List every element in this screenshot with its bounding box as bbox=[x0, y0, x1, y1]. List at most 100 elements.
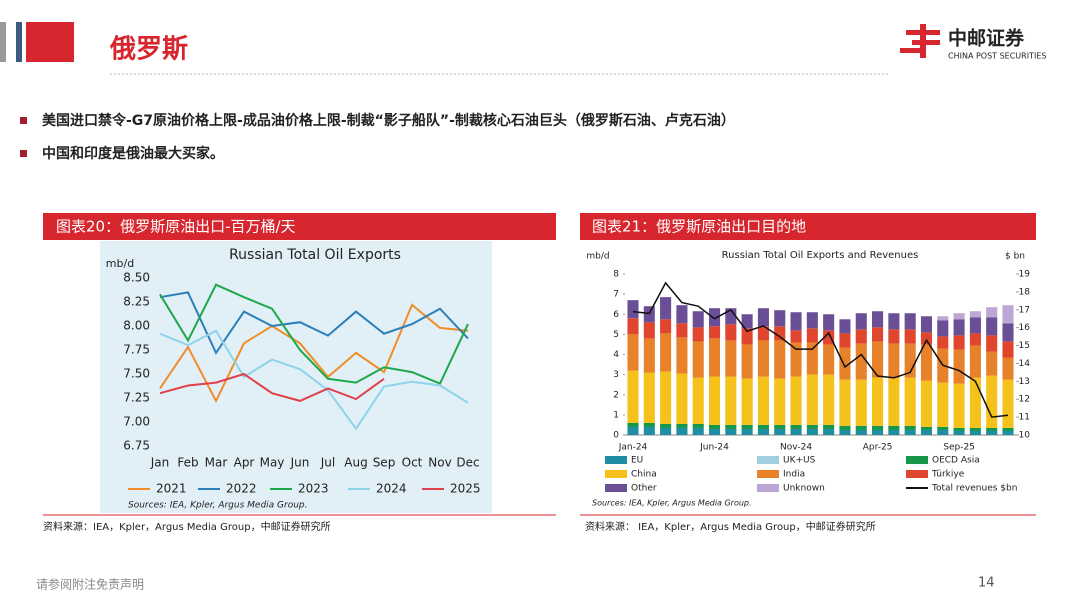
bar-segment bbox=[953, 319, 965, 336]
bar-segment bbox=[708, 338, 721, 377]
x-tick-label: May bbox=[260, 456, 285, 470]
bar-segment bbox=[757, 376, 769, 425]
bar-segment bbox=[969, 345, 981, 378]
bar-segment bbox=[872, 341, 884, 378]
bar-segment bbox=[855, 379, 867, 426]
bar-segment bbox=[855, 429, 867, 435]
logo-icon bbox=[900, 24, 940, 58]
bar-segment bbox=[904, 425, 916, 430]
header-accent bbox=[0, 22, 6, 62]
bar-segment bbox=[708, 326, 721, 339]
bar-segment bbox=[969, 317, 981, 334]
y-tick-label: 8.25 bbox=[123, 295, 150, 309]
x-tick-label: Jul bbox=[320, 456, 335, 470]
legend-label: Unknown bbox=[783, 484, 825, 494]
bar-segment bbox=[806, 374, 818, 425]
bar-segment bbox=[839, 333, 851, 348]
bar-segment bbox=[757, 424, 769, 429]
bar-segment bbox=[708, 308, 721, 327]
caption-bar bbox=[580, 213, 1036, 240]
data-line bbox=[159, 329, 469, 431]
bar-segment bbox=[660, 423, 672, 428]
bar-segment bbox=[839, 347, 851, 380]
bar-segment bbox=[643, 422, 655, 427]
y2-tick-label: 19 bbox=[1019, 270, 1031, 280]
bar-segment bbox=[1002, 305, 1014, 324]
y-tick-label: 8 bbox=[613, 270, 619, 280]
bar-segment bbox=[986, 317, 998, 336]
bullet-marker bbox=[20, 150, 27, 157]
x-tick-label: Jan-24 bbox=[618, 443, 648, 453]
data-line bbox=[159, 303, 469, 404]
y-tick-label: 6 bbox=[613, 310, 619, 320]
bar-segment bbox=[643, 426, 655, 435]
x-tick-label: Oct bbox=[402, 456, 423, 470]
legend-swatch bbox=[605, 470, 627, 478]
bar-segment bbox=[1002, 427, 1014, 431]
bar-segment bbox=[643, 306, 655, 323]
legend-label: China bbox=[631, 470, 657, 480]
bar-segment bbox=[904, 313, 916, 330]
y2-tick-label: 13 bbox=[1019, 377, 1030, 387]
bar-segment bbox=[953, 335, 965, 350]
logo-subtitle: CHINA POST SECURITIES bbox=[948, 52, 1046, 61]
bar-segment bbox=[888, 313, 900, 330]
bar-segment bbox=[660, 427, 672, 435]
x-tick-label: Dec bbox=[456, 456, 479, 470]
bar-segment bbox=[872, 429, 884, 435]
bar-segment bbox=[953, 313, 965, 320]
y-axis-label: mb/d bbox=[106, 257, 134, 270]
bar-segment bbox=[643, 372, 655, 423]
bar-segment bbox=[872, 425, 884, 430]
x-tick-label: Apr bbox=[234, 456, 255, 470]
bar-segment bbox=[823, 344, 835, 375]
bar-segment bbox=[660, 297, 672, 320]
bar-segment bbox=[888, 425, 900, 430]
bar-segment bbox=[872, 311, 884, 328]
bar-segment bbox=[823, 314, 835, 331]
legend-label: Türkiye bbox=[931, 470, 965, 480]
bar-segment bbox=[969, 430, 981, 435]
y2-tick-label: 17 bbox=[1019, 305, 1030, 315]
bar-segment bbox=[920, 426, 933, 430]
bar-segment bbox=[953, 383, 965, 428]
logo-name: 中邮证券 bbox=[948, 27, 1025, 50]
bar-segment bbox=[692, 427, 704, 435]
bar-segment bbox=[986, 335, 998, 352]
y2-tick-label: 12 bbox=[1019, 395, 1030, 405]
bar-segment bbox=[937, 429, 949, 435]
legend-swatch bbox=[906, 470, 928, 478]
source: 资料来源： IEA，Kpler，Argus Media Group，中邮证券研究… bbox=[585, 520, 876, 533]
bar-segment bbox=[986, 307, 998, 318]
bar-segment bbox=[904, 429, 916, 435]
bar-segment bbox=[627, 300, 639, 319]
bar-segment bbox=[937, 320, 949, 337]
bar-segment bbox=[741, 344, 753, 379]
bar-segment bbox=[676, 427, 688, 435]
bar-segment bbox=[986, 427, 998, 431]
bar-segment bbox=[1002, 430, 1014, 435]
bar-segment bbox=[708, 376, 721, 425]
bar-segment bbox=[855, 343, 867, 380]
bar-segment bbox=[627, 422, 639, 427]
bar-segment bbox=[920, 429, 933, 435]
header-accent bbox=[16, 22, 22, 62]
bar-segment bbox=[904, 329, 916, 344]
bar-segment bbox=[855, 313, 867, 330]
bar-segment bbox=[888, 329, 900, 344]
legend-label: Total revenues $bn bbox=[931, 484, 1017, 494]
bar-segment bbox=[725, 428, 737, 435]
bar-segment bbox=[643, 338, 655, 373]
bar-segment bbox=[790, 312, 802, 331]
bar-segment bbox=[953, 349, 965, 384]
source-note: Sources: IEA, Kpler, Argus Media Group. bbox=[592, 499, 752, 508]
bar-segment bbox=[839, 425, 851, 430]
bar-segment bbox=[855, 329, 867, 344]
bar-segment bbox=[627, 426, 639, 435]
chart-caption: 图表21：俄罗斯原油出口目的地 bbox=[592, 218, 806, 236]
bar-segment bbox=[823, 424, 835, 429]
bar-segment bbox=[953, 430, 965, 435]
bar-segment bbox=[839, 319, 851, 334]
bar-segment bbox=[969, 377, 981, 428]
